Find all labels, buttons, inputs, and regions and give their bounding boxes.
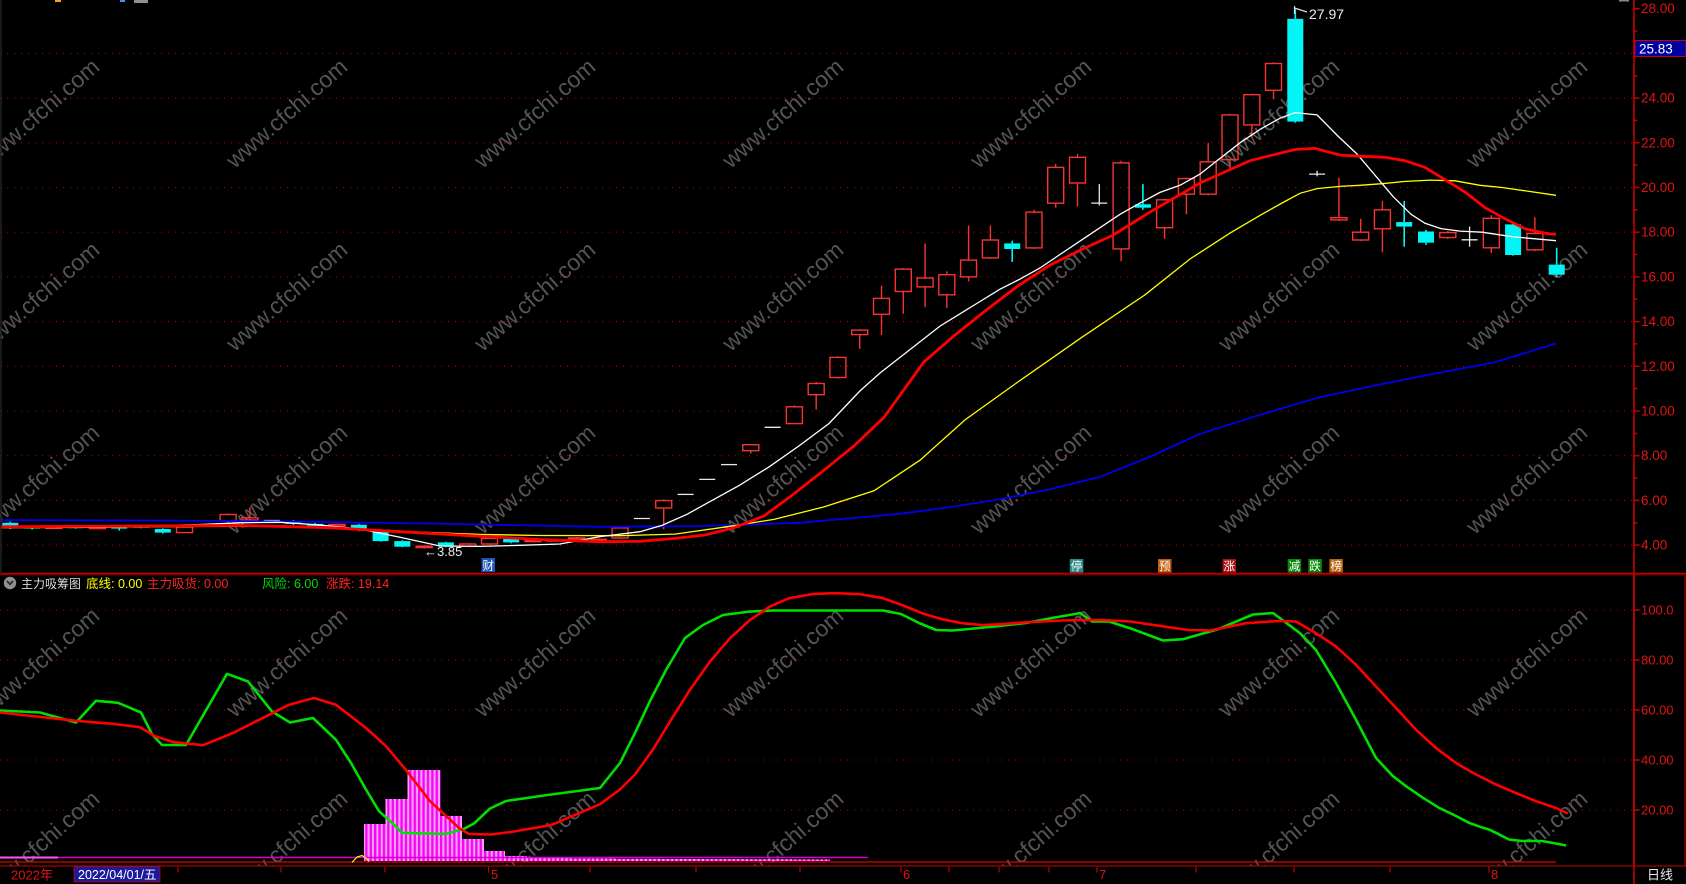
svg-text:20.00: 20.00	[1641, 803, 1674, 818]
svg-text:2022年: 2022年	[11, 868, 53, 883]
svg-text:22.00: 22.00	[1641, 135, 1675, 150]
svg-text:6.00: 6.00	[1641, 493, 1667, 508]
svg-text:财: 财	[482, 559, 494, 573]
svg-text:2022/04/01/五: 2022/04/01/五	[78, 868, 157, 882]
svg-text:27.97: 27.97	[1309, 6, 1344, 22]
svg-text:5: 5	[491, 867, 498, 882]
svg-text:14.00: 14.00	[1641, 314, 1675, 329]
svg-text:日线: 日线	[1647, 868, 1673, 883]
svg-text:8: 8	[1491, 867, 1498, 882]
svg-text:40.00: 40.00	[1641, 753, 1674, 768]
svg-text:预: 预	[1159, 560, 1171, 573]
svg-text:60.00: 60.00	[1641, 703, 1674, 718]
svg-text:18.00: 18.00	[1641, 225, 1675, 240]
svg-text:8.00: 8.00	[1641, 448, 1667, 463]
svg-text:底线: 0.00: 底线: 0.00	[86, 576, 142, 591]
svg-text:榜: 榜	[1330, 559, 1342, 573]
svg-text:涨跌: 19.14: 涨跌: 19.14	[326, 576, 389, 591]
svg-text:10.00: 10.00	[1641, 404, 1675, 419]
svg-text:停: 停	[1071, 559, 1083, 573]
svg-text:24.00: 24.00	[1641, 91, 1675, 106]
svg-text:6: 6	[903, 867, 910, 882]
svg-text:减: 减	[1289, 560, 1301, 573]
svg-text:风险: 6.00: 风险: 6.00	[262, 576, 318, 591]
svg-text:25.83: 25.83	[1639, 42, 1673, 57]
svg-text:跌: 跌	[1309, 559, 1321, 573]
svg-text:主力吸筹图: 主力吸筹图	[21, 577, 81, 591]
svg-text:28.00: 28.00	[1641, 1, 1675, 16]
svg-text:7: 7	[1099, 867, 1106, 882]
svg-text:12.00: 12.00	[1641, 359, 1675, 374]
svg-text:100.0: 100.0	[1641, 603, 1674, 618]
svg-text:主力吸货: 0.00: 主力吸货: 0.00	[147, 576, 228, 591]
svg-text:4.00: 4.00	[1641, 538, 1667, 553]
svg-text:20.00: 20.00	[1641, 180, 1675, 195]
svg-text:16.00: 16.00	[1641, 269, 1675, 284]
svg-text:80.00: 80.00	[1641, 653, 1674, 668]
svg-text:←3.85: ←3.85	[424, 544, 462, 559]
svg-text:涨: 涨	[1223, 560, 1235, 573]
